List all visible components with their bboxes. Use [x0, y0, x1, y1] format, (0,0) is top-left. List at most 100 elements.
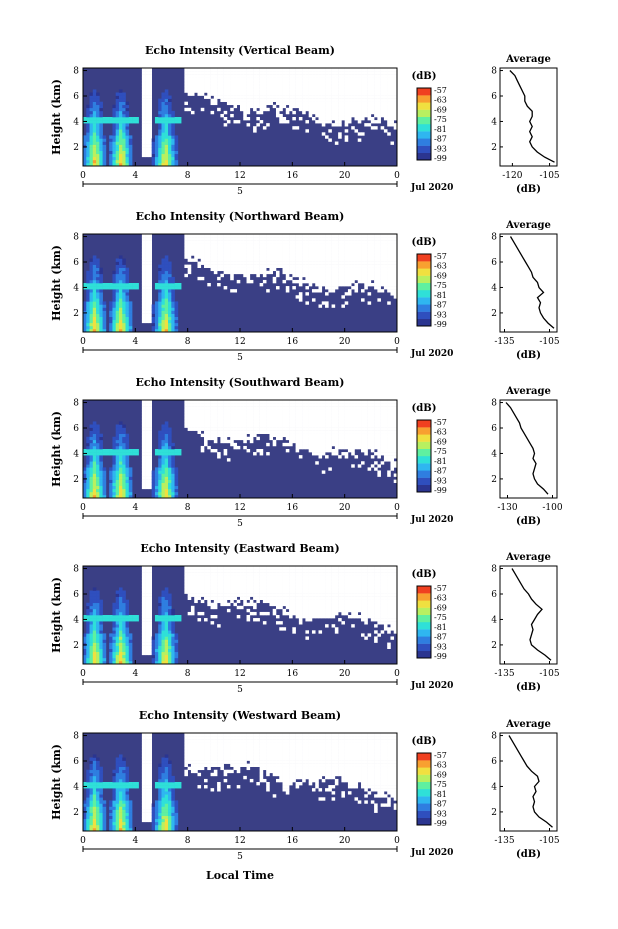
heatmap-cell [151, 488, 156, 493]
heatmap-cell [331, 273, 336, 278]
heatmap-cell [161, 452, 166, 456]
heatmap-cell [341, 110, 345, 115]
heatmap-cell [168, 98, 172, 102]
heatmap-cell [387, 243, 391, 247]
heatmap-cell [383, 449, 388, 453]
heatmap-cell [112, 491, 117, 496]
heatmap-cell [240, 98, 244, 102]
heatmap-cell [292, 101, 296, 106]
heatmap-cell [86, 605, 90, 610]
heatmap-cell [308, 445, 313, 450]
heatmap-cell [390, 77, 395, 81]
heatmap-cell [210, 92, 215, 96]
heatmap-cell [367, 406, 372, 410]
heatmap-cell [145, 461, 149, 465]
heatmap-cell [158, 279, 162, 284]
heatmap-cell [230, 113, 234, 118]
heatmap-cell [164, 424, 169, 428]
heatmap-cell [308, 436, 313, 441]
heatmap-cell [86, 144, 90, 148]
heatmap-cell [328, 412, 332, 416]
heatmap-cell [236, 240, 241, 244]
heatmap-cell [243, 74, 247, 78]
heatmap-cell [168, 101, 172, 106]
heatmap-cell [331, 421, 336, 425]
heatmap-cell [305, 83, 309, 87]
heatmap-cell [115, 310, 120, 314]
heatmap-cell [141, 310, 146, 314]
heatmap-cell [190, 86, 195, 90]
heatmap-cell [184, 77, 188, 81]
heatmap-cell [390, 117, 395, 121]
heatmap-cell [328, 86, 332, 90]
heatmap-cell [112, 135, 117, 139]
heatmap-cell [240, 77, 244, 81]
heatmap-cell [190, 237, 195, 241]
heatmap-cell [367, 74, 372, 78]
heatmap-cell [266, 409, 270, 413]
heatmap-cell [112, 117, 117, 121]
heatmap-cell [364, 400, 368, 404]
heatmap-cell [243, 83, 247, 87]
heatmap-cell [325, 98, 329, 102]
heatmap-cell [243, 252, 247, 256]
heatmap-cell [305, 418, 309, 422]
heatmap-cell [92, 322, 97, 327]
heatmap-cell [145, 436, 149, 441]
heatmap-cell [145, 107, 149, 112]
heatmap-cell [344, 427, 349, 431]
heatmap-cell [92, 132, 97, 136]
heatmap-cell [213, 237, 218, 241]
heatmap-cell [390, 74, 395, 78]
heatmap-cell [298, 421, 303, 425]
heatmap-cell [102, 636, 107, 640]
heatmap-cell [308, 449, 313, 453]
colorbar-swatch [417, 116, 431, 125]
heatmap-cell [148, 427, 152, 431]
heatmap-cell [344, 74, 349, 78]
heatmap-cell [230, 430, 234, 434]
heatmap-cell [161, 117, 166, 121]
heatmap-cell [377, 276, 381, 281]
heatmap-cell [89, 445, 94, 450]
heatmap-cell [383, 283, 388, 287]
heatmap-cell [344, 77, 349, 81]
heatmap-cell [102, 286, 107, 290]
heatmap-cell [361, 132, 365, 136]
heatmap-cell [118, 255, 123, 259]
heatmap-cell [168, 325, 172, 330]
heatmap-cell [246, 240, 251, 244]
heatmap-cell [344, 101, 349, 106]
heatmap-cell [259, 418, 264, 422]
heatmap-cell [236, 89, 241, 93]
heatmap-cell [161, 101, 166, 106]
heatmap-cell [361, 279, 365, 284]
heatmap-cell [151, 310, 156, 314]
heatmap-cell [89, 104, 94, 109]
heatmap-cell [374, 104, 378, 109]
heatmap-cell [295, 77, 300, 81]
heatmap-cell [96, 95, 100, 99]
heatmap-cell [253, 433, 257, 438]
heatmap-cell [154, 482, 159, 487]
heatmap-cell [249, 252, 254, 256]
heatmap-cell [83, 648, 87, 653]
heatmap-cell [266, 424, 270, 428]
heatmap-cell [279, 433, 283, 438]
heatmap-cell [213, 424, 218, 428]
heatmap-cell [279, 424, 283, 428]
heatmap-cell [305, 415, 309, 419]
heatmap-cell [321, 427, 326, 431]
heatmap-cell [145, 83, 149, 87]
heatmap-cell [387, 83, 391, 87]
heatmap-cell [200, 68, 205, 72]
heatmap-cell [344, 267, 349, 272]
heatmap-cell [262, 104, 267, 109]
heatmap-cell [187, 415, 192, 419]
heatmap-cell [86, 608, 90, 613]
heatmap-cell [161, 464, 166, 468]
heatmap-cell [321, 243, 326, 247]
heatmap-cell [174, 286, 179, 290]
heatmap-cell [243, 92, 247, 96]
heatmap-cell [125, 283, 130, 287]
